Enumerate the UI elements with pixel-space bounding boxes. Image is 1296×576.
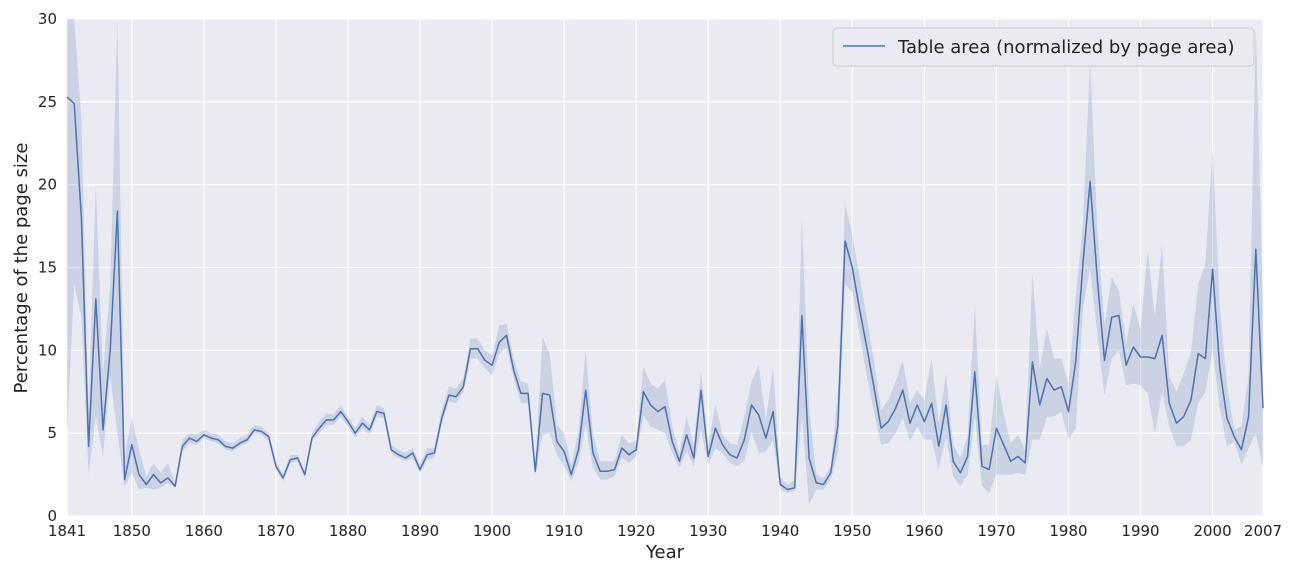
x-tick-label: 1910 — [545, 522, 583, 540]
legend: Table area (normalized by page area) — [832, 27, 1255, 67]
x-tick-label: 1970 — [977, 522, 1015, 540]
legend-box — [832, 27, 1255, 67]
y-tick-label: 25 — [38, 93, 57, 111]
series-line — [66, 96, 1264, 491]
x-tick-label: 1990 — [1121, 522, 1159, 540]
y-axis-title: Percentage of the page size — [11, 143, 32, 394]
x-axis-title: Year — [645, 542, 685, 563]
x-tick-label: 2000 — [1193, 522, 1231, 540]
x-tick-label: 1930 — [689, 522, 727, 540]
x-tick-label: 1900 — [473, 522, 511, 540]
legend-label: Table area (normalized by page area) — [897, 37, 1235, 58]
y-tick-label: 5 — [47, 424, 57, 442]
gridlines — [66, 18, 1264, 517]
x-tick-label: 1880 — [329, 522, 367, 540]
y-tick-label: 15 — [38, 259, 57, 277]
x-tick-label: 1980 — [1049, 522, 1087, 540]
x-tick-label: 1950 — [833, 522, 871, 540]
x-tick-label: 1870 — [257, 522, 295, 540]
x-tick-label: 1890 — [401, 522, 439, 540]
x-tick-label: 1920 — [617, 522, 655, 540]
series-line-group — [66, 96, 1264, 491]
x-tick-label: 1860 — [185, 522, 223, 540]
y-tick-label: 20 — [38, 176, 57, 194]
x-tick-labels: 1841 1850 1860 1870 1880 1890 1900 1910 1920 1930… — [48, 522, 1282, 540]
y-tick-labels: 0 5 10 15 20 25 30 — [38, 10, 57, 525]
x-tick-label: 1940 — [761, 522, 799, 540]
x-tick-label: 1850 — [113, 522, 151, 540]
x-tick-label: 2007 — [1244, 522, 1282, 540]
x-tick-label: 1841 — [48, 522, 86, 540]
y-tick-label: 0 — [47, 507, 57, 525]
y-tick-label: 30 — [38, 10, 57, 28]
x-tick-label: 1960 — [905, 522, 943, 540]
y-tick-label: 10 — [38, 341, 57, 359]
